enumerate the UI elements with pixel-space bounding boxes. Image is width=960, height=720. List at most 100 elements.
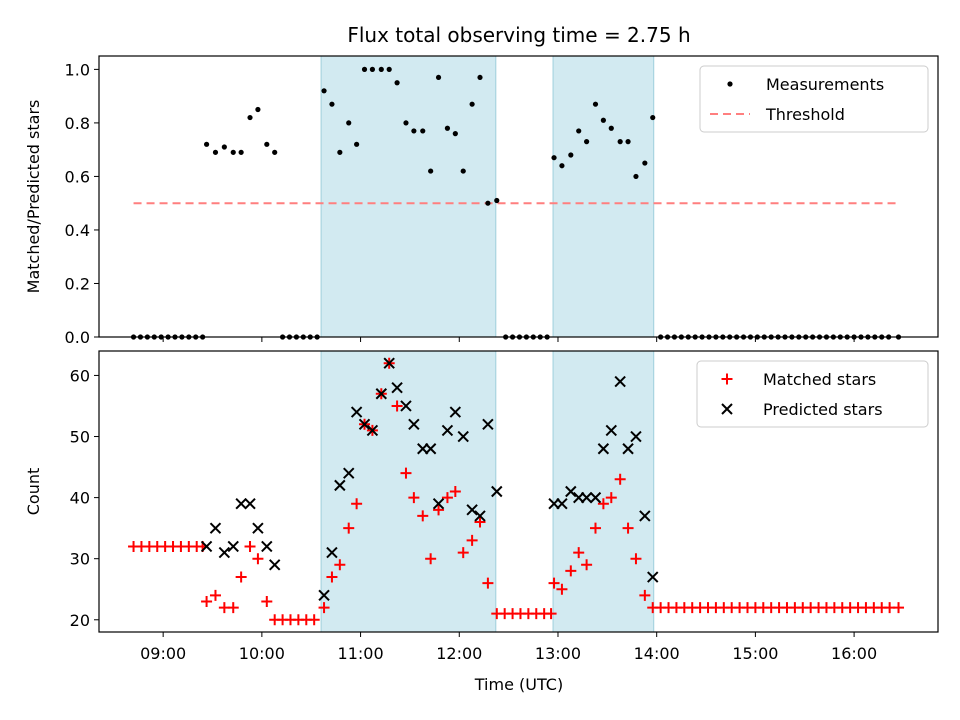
data-point xyxy=(326,546,338,559)
x-tick-label: 13:00 xyxy=(535,644,581,663)
data-point xyxy=(466,534,478,546)
data-point xyxy=(252,522,264,534)
data-point xyxy=(441,424,454,437)
data-point xyxy=(391,400,403,412)
chart-title: Flux total observing time = 2.75 h xyxy=(347,23,690,47)
data-point xyxy=(477,74,483,81)
legend-label: Matched stars xyxy=(763,370,876,389)
panel-counts: 20 30 40 50 60 09:00 10:00 11:00 12:00 13:00 14:00… xyxy=(24,350,939,663)
shaded-interval xyxy=(552,55,655,338)
data-point xyxy=(608,125,614,131)
data-point xyxy=(334,559,346,571)
data-point xyxy=(639,589,651,601)
data-point xyxy=(441,492,453,504)
data-point xyxy=(474,510,486,522)
data-point xyxy=(630,430,642,443)
data-point xyxy=(625,139,631,145)
legend-swatch xyxy=(721,373,733,385)
data-point xyxy=(592,101,599,107)
data-point xyxy=(201,595,213,607)
data-point xyxy=(400,467,412,479)
legend-swatch xyxy=(727,81,733,87)
data-point xyxy=(576,128,582,134)
y-tick-label: 0.2 xyxy=(65,274,90,293)
x-tick-label: 10:00 xyxy=(239,644,285,663)
data-point xyxy=(244,540,256,552)
data-point xyxy=(366,424,379,437)
x-tick-label: 15:00 xyxy=(732,644,778,663)
data-point xyxy=(369,66,376,72)
data-point xyxy=(589,491,602,504)
legend-label: Measurements xyxy=(766,75,884,94)
data-point xyxy=(203,141,210,147)
y-tick-label: 0.6 xyxy=(65,167,90,186)
data-point xyxy=(383,357,395,369)
data-point xyxy=(466,504,478,516)
data-point xyxy=(358,418,371,431)
data-point xyxy=(209,522,222,534)
data-point xyxy=(375,388,388,400)
data-point xyxy=(351,498,363,510)
data-point xyxy=(633,173,639,180)
data-point xyxy=(235,571,247,583)
data-point xyxy=(244,498,256,510)
data-point xyxy=(647,571,659,583)
data-point xyxy=(394,80,400,86)
y-tick-label: 0.8 xyxy=(65,114,90,133)
data-point xyxy=(444,125,451,131)
data-point xyxy=(408,418,420,431)
legend-swatch xyxy=(721,403,733,415)
shaded-interval xyxy=(320,55,497,338)
x-tick-label: 16:00 xyxy=(831,644,877,663)
y-axis-label: Matched/Predicted stars xyxy=(24,100,43,294)
data-point xyxy=(556,583,568,595)
y-axis-label: Count xyxy=(24,468,43,516)
data-point xyxy=(545,608,557,620)
data-point xyxy=(334,479,346,492)
data-point xyxy=(584,139,590,145)
y-tick-label: 60 xyxy=(70,366,90,385)
data-point xyxy=(589,522,601,534)
data-point xyxy=(457,430,469,443)
data-point xyxy=(551,155,557,161)
data-point xyxy=(460,168,466,174)
data-point xyxy=(230,149,236,155)
x-tick-label: 09:00 xyxy=(140,644,186,663)
data-point xyxy=(597,498,609,510)
data-point xyxy=(893,602,905,614)
panel-ratio: 0.0 0.2 0.4 0.6 0.8 1.0 Matched/Predicted star… xyxy=(24,55,939,347)
data-point xyxy=(605,492,617,504)
data-point xyxy=(432,498,445,510)
data-point xyxy=(428,168,434,174)
data-point xyxy=(622,443,634,455)
data-point xyxy=(247,114,253,121)
data-point xyxy=(378,66,384,72)
y-tick-label: 0.4 xyxy=(65,221,90,240)
data-point xyxy=(272,149,278,155)
data-point xyxy=(417,510,429,522)
data-point xyxy=(264,141,270,147)
legend-label: Threshold xyxy=(765,105,845,124)
data-point xyxy=(212,149,219,155)
data-point xyxy=(238,149,244,155)
data-point xyxy=(559,163,565,169)
data-point xyxy=(261,595,273,607)
legend-box xyxy=(699,65,929,133)
data-point xyxy=(420,128,426,134)
data-point xyxy=(639,510,651,522)
shaded-interval xyxy=(320,350,497,633)
data-point xyxy=(630,553,642,565)
x-tick-label: 14:00 xyxy=(634,644,680,663)
data-point xyxy=(617,139,623,145)
y-tick-label: 30 xyxy=(70,550,90,569)
data-point xyxy=(580,491,593,504)
shaded-interval xyxy=(552,350,655,633)
data-point xyxy=(605,424,617,437)
data-point xyxy=(435,74,442,81)
y-tick-label: 50 xyxy=(70,428,90,447)
data-point xyxy=(556,498,568,510)
data-point xyxy=(491,485,503,498)
y-tick-label: 40 xyxy=(70,489,90,508)
y-tick-label: 0.0 xyxy=(65,328,90,347)
